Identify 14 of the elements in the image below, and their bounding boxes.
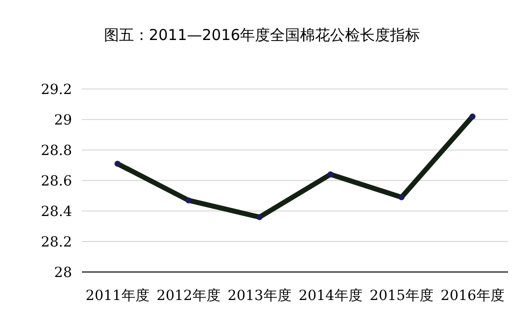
x-tick-label: 2012年度 <box>156 288 220 304</box>
x-tick-label: 2014年度 <box>298 288 362 304</box>
y-tick-label: 28.8 <box>40 143 72 159</box>
x-tick-label: 2015年度 <box>370 288 434 304</box>
x-tick-label: 2011年度 <box>86 288 150 304</box>
y-tick-label: 29.2 <box>40 82 72 98</box>
y-tick-label: 28.4 <box>40 204 72 220</box>
y-tick-label: 29 <box>54 112 72 128</box>
chart-title: 图五：2011—2016年度全国棉花公检长度指标 <box>104 26 420 44</box>
x-tick-label: 2013年度 <box>228 288 292 304</box>
y-tick-label: 28.2 <box>40 234 72 250</box>
x-tick-label: 2016年度 <box>440 288 504 304</box>
y-tick-label: 28.6 <box>40 174 72 190</box>
y-tick-label: 28 <box>54 265 72 281</box>
